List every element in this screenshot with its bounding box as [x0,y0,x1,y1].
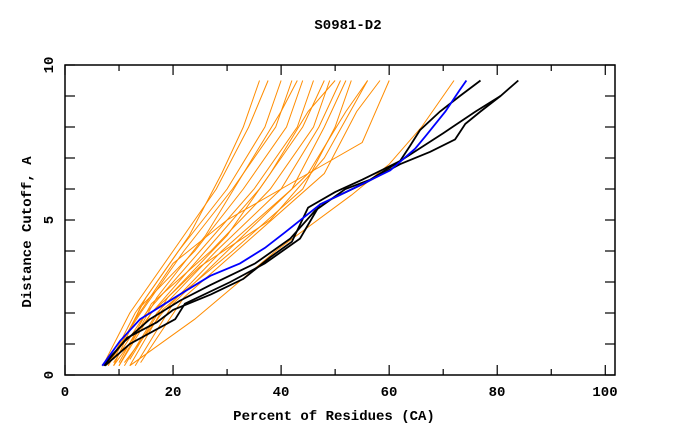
series-line-orange-10 [129,80,352,366]
x-tick-label: 20 [165,385,182,401]
series-line-orange-2 [107,80,282,366]
y-tick-label: 0 [42,371,58,379]
series-line-orange-1 [102,80,269,366]
y-tick-label: 5 [42,216,58,224]
x-tick-label: 100 [592,385,617,401]
series-line-black-3 [103,95,501,367]
x-tick-label: 60 [381,385,398,401]
series-line-orange-7 [118,80,331,363]
axis-ticks [64,64,615,376]
series-line-orange-18 [113,80,369,366]
x-tick-label: 0 [61,385,69,401]
y-tick-label: 10 [42,57,58,74]
series-line-orange-12 [118,80,298,366]
series-line-orange-6 [118,80,325,366]
series-line-orange-3 [107,80,293,363]
x-tick-label: 80 [489,385,506,401]
y-axis-label: Distance Cutoff, A [20,156,36,308]
series-line-black-2 [104,79,519,367]
series-line-orange-11 [113,80,260,360]
chart-title: S0981-D2 [314,18,381,34]
series-line-orange-17 [107,80,390,366]
x-tick-label: 40 [273,385,290,401]
series-line-orange-13 [129,80,336,360]
series-line-orange-8 [123,80,341,366]
series-line-orange-9 [124,80,347,363]
x-axis-label: Percent of Residues (CA) [233,409,435,425]
series-group [101,79,519,367]
series-line-orange-16 [129,80,455,367]
series-line-blue [101,79,468,367]
